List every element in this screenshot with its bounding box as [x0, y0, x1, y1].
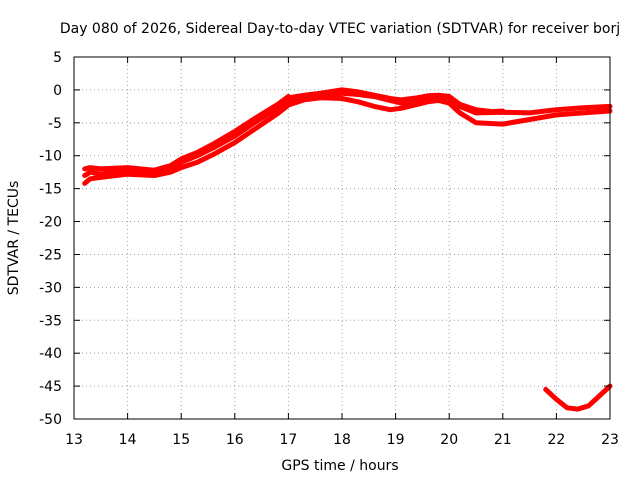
y-tick-label: -35 — [39, 313, 62, 329]
x-tick-labels: 13 14 15 16 17 18 19 20 21 22 23 — [65, 432, 619, 448]
y-tick-label: -15 — [39, 182, 62, 198]
y-tick-label: 5 — [53, 50, 62, 66]
x-tick-label: 17 — [279, 432, 297, 448]
y-tick-label: -5 — [48, 116, 62, 132]
x-tick-label: 21 — [494, 432, 512, 448]
x-tick-label: 18 — [333, 432, 351, 448]
y-tick-label: -20 — [39, 215, 62, 231]
x-tick-label: 19 — [387, 432, 405, 448]
x-tick-label: 23 — [601, 432, 619, 448]
y-tick-label: 0 — [53, 83, 62, 99]
x-tick-label: 16 — [226, 432, 244, 448]
series-sdtvar-band-b — [82, 95, 613, 186]
x-tick-label: 15 — [172, 432, 190, 448]
y-tick-label: -45 — [39, 379, 62, 395]
y-tick-label: -50 — [39, 412, 62, 428]
series-layer — [82, 87, 613, 412]
x-tick-label: 22 — [547, 432, 565, 448]
series-sdtvar-band-a — [82, 90, 613, 178]
series-sdtvar-band-d — [82, 94, 291, 173]
series-sdtvar-band-c — [285, 87, 506, 115]
x-tick-label: 14 — [119, 432, 137, 448]
x-tick-label: 13 — [65, 432, 83, 448]
y-tick-label: -25 — [39, 247, 62, 263]
y-tick-label: -30 — [39, 280, 62, 296]
y-tick-labels: 5 0 -5 -10 -15 -20 -25 -30 -35 -40 -45 -50 — [39, 50, 62, 428]
series-sdtvar-late-segment — [543, 383, 613, 412]
y-tick-label: -10 — [39, 149, 62, 165]
chart-title: Day 080 of 2026, Sidereal Day-to-day VTE… — [60, 21, 620, 37]
y-tick-label: -40 — [39, 346, 62, 362]
x-tick-label: 20 — [440, 432, 458, 448]
x-axis-label: GPS time / hours — [281, 458, 398, 474]
ticks — [73, 56, 611, 420]
y-axis-label: SDTVAR / TECUs — [6, 181, 22, 296]
